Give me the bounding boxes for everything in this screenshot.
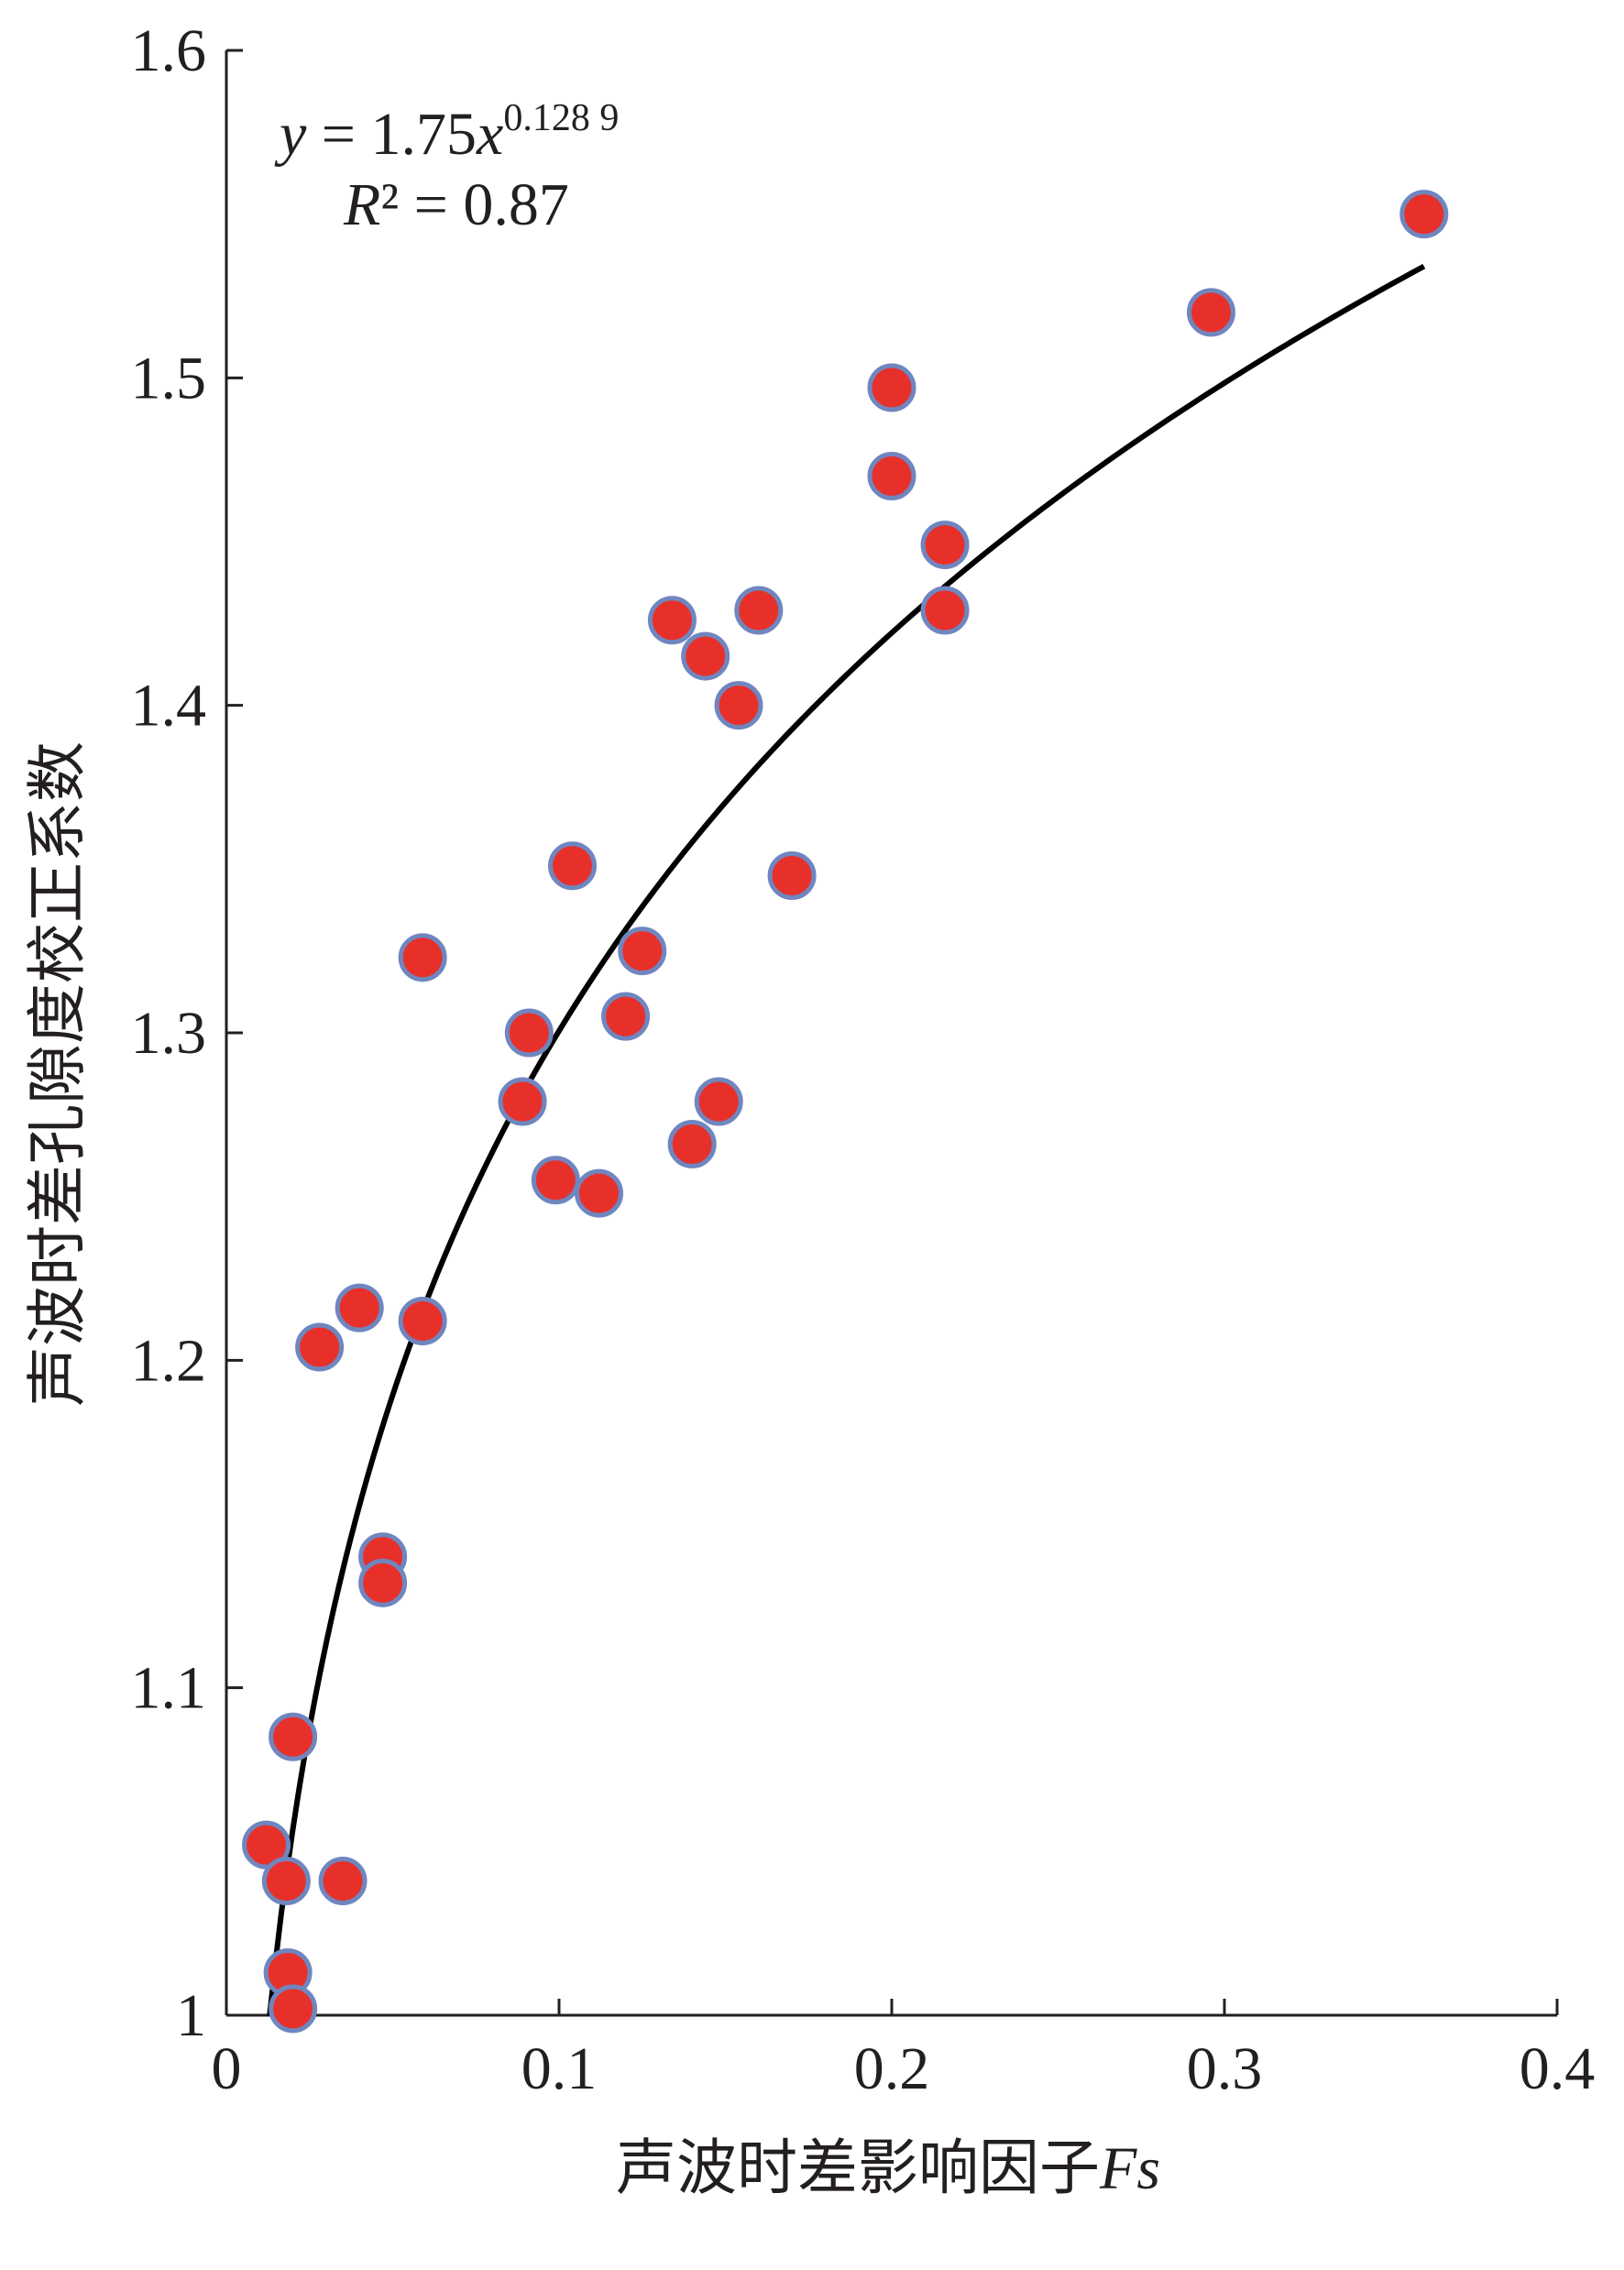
- point: [647, 596, 697, 645]
- y-tick-label: 1: [176, 1982, 206, 2049]
- r-var: R: [343, 171, 380, 238]
- point: [269, 1712, 318, 1761]
- point: [667, 1119, 717, 1168]
- point: [295, 1322, 345, 1372]
- x-title-var: Fs: [1099, 2135, 1160, 2202]
- eq-mid: = 1.75: [306, 101, 477, 168]
- point: [531, 1156, 580, 1205]
- point: [618, 927, 667, 976]
- point: [1186, 288, 1235, 337]
- point: [269, 1984, 318, 2034]
- point: [867, 452, 916, 501]
- point: [575, 1168, 624, 1218]
- equation: y = 1.75x0.128 9: [274, 97, 619, 168]
- x-title-text: 声波时差影响因子: [616, 2135, 1100, 2202]
- point: [601, 992, 651, 1041]
- point: [920, 521, 970, 570]
- y-axis-title: 声波时差孔隙度校正系数: [25, 741, 92, 1407]
- eq-x: x: [476, 101, 503, 168]
- x-axis-title: 声波时差影响因子Fs: [616, 2135, 1160, 2202]
- point: [920, 586, 970, 635]
- point: [358, 1558, 408, 1607]
- point: [694, 1077, 743, 1126]
- y-tick-label: 1.3: [131, 1000, 207, 1067]
- y-tick-label: 1.1: [131, 1655, 207, 1722]
- point: [867, 363, 916, 412]
- y-tick-label: 1.4: [131, 673, 207, 740]
- point: [318, 1856, 368, 1905]
- point: [734, 586, 784, 635]
- point: [767, 850, 817, 900]
- eq-exp: 0.128 9: [503, 97, 619, 139]
- point: [398, 933, 447, 982]
- y-tick-label: 1.6: [131, 17, 207, 84]
- point: [242, 1820, 291, 1870]
- point: [714, 681, 763, 730]
- r-rest: ² = 0.87: [380, 171, 569, 238]
- eq-y: y: [274, 101, 307, 168]
- x-tick-label: 0.1: [521, 2035, 598, 2102]
- x-tick-label: 0.4: [1520, 2035, 1596, 2102]
- x-tick-label: 0.2: [854, 2035, 930, 2102]
- y-tick-label: 1.5: [131, 345, 207, 411]
- r-squared: R² = 0.87: [343, 171, 569, 238]
- y-tick-label: 1.2: [131, 1327, 207, 1394]
- point: [681, 631, 730, 681]
- fit-curve: [267, 263, 1426, 2016]
- point: [335, 1283, 384, 1332]
- point: [498, 1077, 547, 1126]
- point: [261, 1856, 311, 1905]
- x-tick-label: 0.3: [1187, 2035, 1263, 2102]
- point: [1399, 190, 1449, 239]
- point: [548, 841, 598, 891]
- point: [504, 1008, 554, 1058]
- point: [398, 1296, 447, 1345]
- x-tick-label: 0: [212, 2035, 242, 2102]
